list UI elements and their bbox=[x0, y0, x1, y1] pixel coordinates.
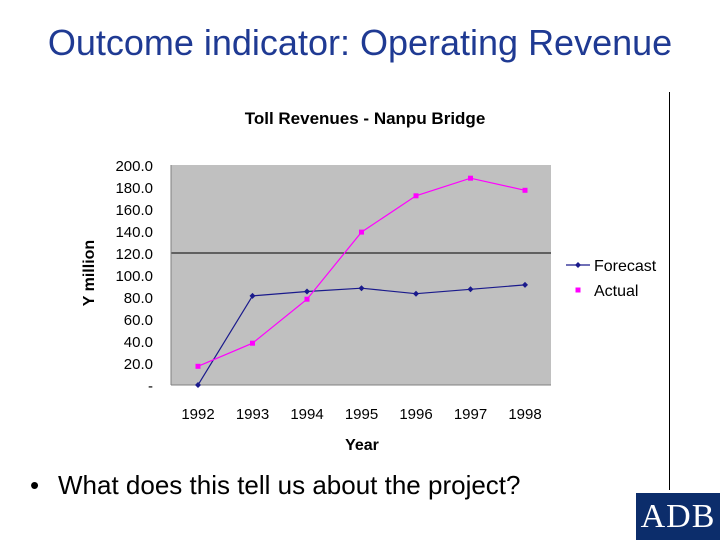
x-tick-labels: 1992 1993 1994 1995 1996 1997 1998 bbox=[181, 406, 541, 423]
bullet-dot-icon: • bbox=[30, 470, 40, 500]
y-tick-label: 40.0 bbox=[124, 334, 153, 351]
slide-title: Outcome indicator: Operating Revenue bbox=[47, 22, 673, 63]
legend: Forecast Actual bbox=[566, 258, 657, 300]
data-point-actual bbox=[359, 229, 364, 235]
data-point-forecast bbox=[195, 382, 201, 388]
y-tick-label: 180.0 bbox=[115, 180, 153, 197]
data-point-actual bbox=[195, 363, 201, 369]
series-layer bbox=[195, 175, 528, 388]
x-tick-label: 1993 bbox=[236, 406, 269, 423]
data-point-forecast bbox=[358, 285, 365, 292]
y-tick-label: 80.0 bbox=[124, 290, 153, 307]
x-tick-label: 1992 bbox=[181, 406, 214, 423]
y-tick-labels: - 20.0 40.0 60.0 80.0 100.0 120.0 140.0 160.0 180… bbox=[115, 158, 153, 395]
y-tick-label: 160.0 bbox=[115, 202, 153, 219]
legend-label-actual: Actual bbox=[594, 283, 638, 300]
data-point-forecast bbox=[522, 281, 528, 288]
legend-label-forecast: Forecast bbox=[594, 258, 657, 275]
bullet-question: • What does this tell us about the projec… bbox=[30, 470, 521, 501]
data-point-actual bbox=[522, 187, 528, 193]
y-axis-label: Y million bbox=[81, 240, 98, 306]
data-point-forecast bbox=[304, 288, 310, 295]
data-point-actual bbox=[250, 340, 255, 346]
data-point-forecast bbox=[249, 292, 256, 299]
legend-marker-actual bbox=[575, 287, 581, 293]
x-axis-label: Year bbox=[345, 437, 379, 454]
data-point-actual bbox=[468, 175, 473, 181]
y-tick-label: - bbox=[148, 378, 153, 395]
plot-area bbox=[171, 165, 551, 385]
data-point-actual bbox=[304, 296, 310, 302]
y-tick-label: 60.0 bbox=[124, 312, 153, 329]
data-point-forecast bbox=[467, 286, 474, 293]
y-tick-label: 120.0 bbox=[115, 246, 153, 263]
bullet-text: What does this tell us about the project… bbox=[58, 470, 521, 500]
x-tick-label: 1995 bbox=[345, 406, 378, 423]
y-tick-label: 100.0 bbox=[115, 268, 153, 285]
y-tick-label: 20.0 bbox=[124, 356, 153, 373]
chart-title: Toll Revenues - Nanpu Bridge bbox=[245, 109, 486, 128]
x-tick-label: 1996 bbox=[399, 406, 432, 423]
y-tick-label: 200.0 bbox=[115, 158, 153, 175]
data-point-forecast bbox=[413, 290, 419, 297]
x-tick-label: 1997 bbox=[454, 406, 487, 423]
x-tick-label: 1994 bbox=[290, 406, 323, 423]
data-point-actual bbox=[413, 193, 419, 199]
legend-marker-forecast bbox=[575, 262, 581, 268]
vertical-divider bbox=[669, 92, 670, 490]
adb-logo: ADB bbox=[636, 493, 720, 540]
x-tick-label: 1998 bbox=[508, 406, 541, 423]
y-tick-label: 140.0 bbox=[115, 224, 153, 241]
